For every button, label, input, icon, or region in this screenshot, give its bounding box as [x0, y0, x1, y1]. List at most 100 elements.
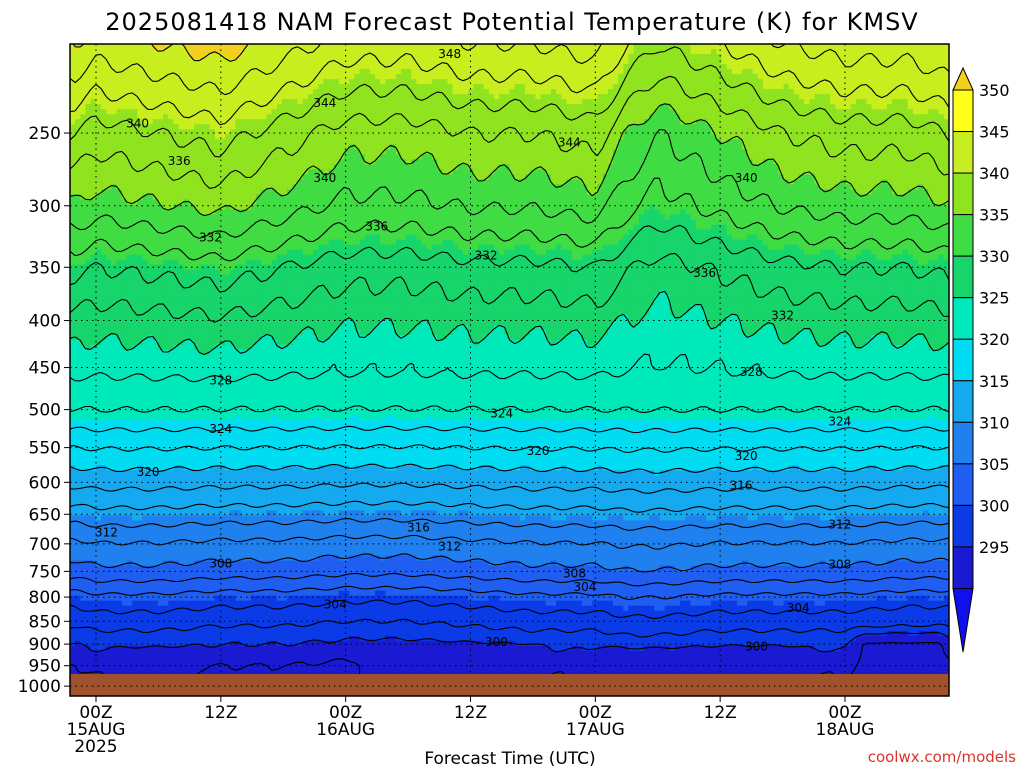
field-cell: [737, 74, 743, 80]
field-cell: [520, 54, 526, 60]
field-cell: [887, 154, 893, 160]
field-cell: [101, 44, 107, 50]
field-cell: [618, 154, 624, 160]
field-cell: [639, 129, 645, 135]
field-cell: [846, 124, 852, 130]
field-cell: [887, 124, 893, 130]
field-cell: [742, 104, 748, 110]
field-cell: [510, 184, 516, 190]
field-cell: [96, 99, 102, 105]
field-cell: [225, 94, 231, 100]
field-cell: [101, 49, 107, 55]
field-cell: [158, 89, 164, 95]
field-cell: [106, 174, 112, 180]
field-cell: [815, 69, 821, 75]
field-cell: [665, 59, 671, 65]
field-cell: [680, 74, 686, 80]
field-cell: [463, 134, 469, 140]
field-cell: [902, 129, 908, 135]
field-cell: [515, 109, 521, 115]
field-cell: [861, 74, 867, 80]
field-cell: [871, 74, 877, 80]
field-cell: [711, 169, 717, 175]
field-cell: [939, 164, 945, 170]
field-cell: [375, 109, 381, 115]
field-cell: [106, 164, 112, 170]
field-cell: [753, 44, 759, 50]
field-cell: [809, 179, 815, 185]
field-cell: [737, 44, 743, 50]
field-cell: [649, 104, 655, 110]
field-cell: [142, 59, 148, 65]
field-cell: [334, 79, 340, 85]
field-cell: [422, 174, 428, 180]
field-cell: [427, 84, 433, 90]
field-cell: [199, 119, 205, 125]
field-cell: [742, 124, 748, 130]
field-cell: [401, 74, 407, 80]
field-cell: [96, 179, 102, 185]
field-cell: [396, 134, 402, 140]
field-cell: [204, 149, 210, 155]
field-cell: [716, 124, 722, 130]
field-cell: [80, 129, 86, 135]
field-cell: [680, 109, 686, 115]
field-cell: [773, 144, 779, 150]
field-cell: [587, 79, 593, 85]
field-cell: [623, 89, 629, 95]
field-cell: [530, 84, 536, 90]
field-cell: [923, 54, 929, 60]
field-cell: [365, 94, 371, 100]
field-cell: [778, 94, 784, 100]
field-cell: [675, 144, 681, 150]
field-cell: [453, 174, 459, 180]
field-cell: [597, 54, 603, 60]
field-cell: [308, 59, 314, 65]
field-cell: [830, 104, 836, 110]
field-cell: [473, 84, 479, 90]
field-cell: [173, 44, 179, 50]
field-cell: [422, 164, 428, 170]
field-cell: [551, 119, 557, 125]
field-cell: [535, 149, 541, 155]
field-cell: [277, 184, 283, 190]
field-cell: [354, 104, 360, 110]
field-cell: [344, 174, 350, 180]
field-cell: [416, 49, 422, 55]
field-cell: [282, 94, 288, 100]
field-cell: [768, 49, 774, 55]
field-cell: [375, 134, 381, 140]
field-cell: [644, 164, 650, 170]
field-cell: [422, 44, 428, 50]
field-cell: [665, 124, 671, 130]
field-cell: [148, 149, 154, 155]
field-cell: [370, 154, 376, 160]
field-cell: [520, 164, 526, 170]
field-cell: [210, 104, 216, 110]
field-cell: [613, 129, 619, 135]
field-cell: [768, 159, 774, 165]
field-cell: [706, 164, 712, 170]
field-cell: [928, 124, 934, 130]
field-cell: [680, 64, 686, 70]
field-cell: [675, 94, 681, 100]
field-cell: [163, 134, 169, 140]
field-cell: [520, 129, 526, 135]
field-cell: [277, 44, 283, 50]
field-cell: [111, 144, 117, 150]
field-cell: [747, 74, 753, 80]
field-cell: [396, 124, 402, 130]
field-cell: [318, 119, 324, 125]
field-cell: [918, 129, 924, 135]
field-cell: [292, 109, 298, 115]
field-cell: [592, 114, 598, 120]
field-cell: [375, 69, 381, 75]
field-cell: [458, 114, 464, 120]
field-cell: [577, 129, 583, 135]
field-cell: [835, 139, 841, 145]
field-cell: [711, 154, 717, 160]
field-cell: [339, 49, 345, 55]
field-cell: [75, 59, 81, 65]
field-cell: [670, 54, 676, 60]
field-cell: [339, 79, 345, 85]
